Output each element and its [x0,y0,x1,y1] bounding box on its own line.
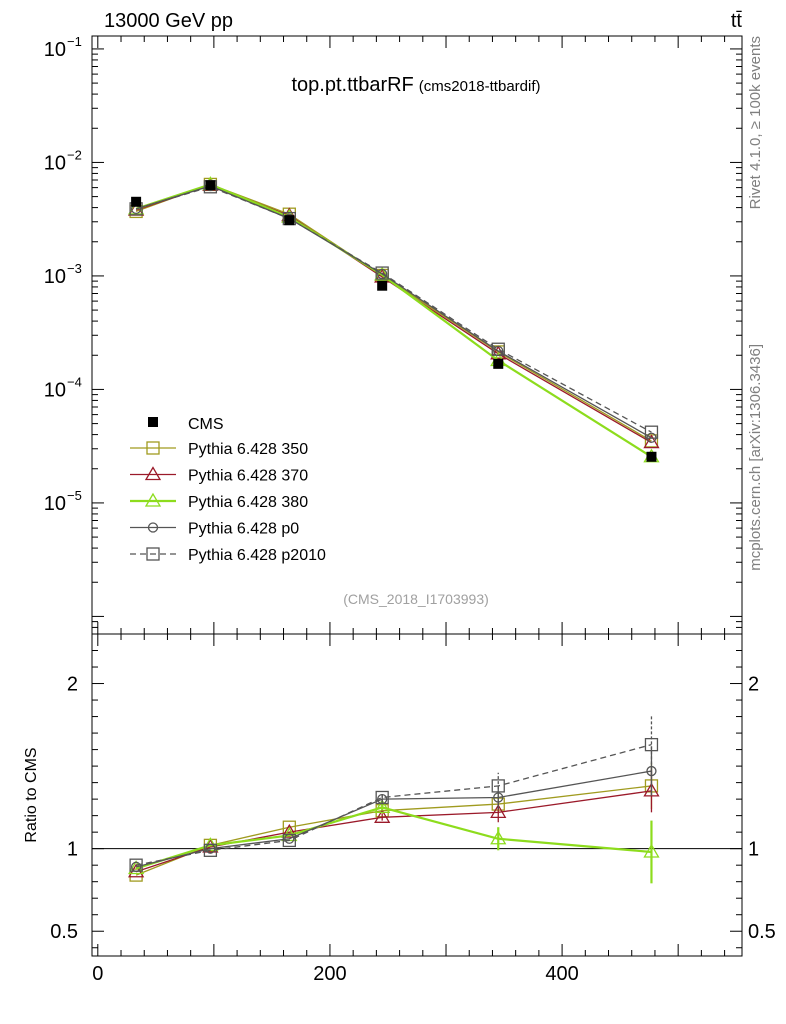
legend-label: Pythia 6.428 370 [188,468,308,485]
y-tick-exponent: −4 [67,374,82,389]
main-series-group [127,176,660,463]
title-text: top.pt.ttbarRF [292,74,414,96]
series-point-ratio [375,790,389,805]
series-line-ratio [135,790,652,873]
legend-marker [147,522,159,533]
series-line-ratio [135,806,652,870]
ratio-y-tick-label: 2 [67,674,78,696]
data-point [131,196,142,207]
series-point-ratio [281,823,298,838]
series-line-main [135,184,652,444]
ratio-axis-label: Ratio to CMS [23,747,40,842]
series-point-ratio [203,843,218,857]
x-tick-label: 0 [92,963,103,985]
ratio-y-tick-label: 0.5 [748,921,776,943]
y-tick-label: 10 [44,152,66,174]
ratio-y-tick-label: 1 [748,839,759,861]
process-label: tt̄ [731,10,743,32]
series-point-ratio [282,833,296,848]
series-point-main [643,434,660,449]
series-point-ratio [282,820,296,834]
series-line-ratio [135,770,652,868]
subtitle-text: (cms2018-ttbardif) [419,78,541,95]
legend-label: Pythia 6.428 380 [188,494,308,511]
y-tick-exponent: −5 [67,488,82,503]
series-point-ratio [490,804,507,818]
plot-title: top.pt.ttbarRF (cms2018-ttbardif) [292,74,541,96]
series-line-main [135,183,652,442]
data-point [493,358,504,369]
y-tick-exponent: −2 [67,147,82,162]
ratio-series-group [127,714,660,884]
legend-label: Pythia 6.428 p2010 [188,547,326,564]
legend-marker [146,547,160,561]
ratio-panel-frame [91,633,743,957]
ratio-y-tick-label: 1 [67,839,78,861]
legend-label: CMS [188,416,224,433]
series-point-ratio [374,809,391,823]
series-point-main [644,425,659,439]
main-panel-frame [91,35,743,635]
ratio-y-tick-label: 2 [748,674,759,696]
x-tick-label: 400 [545,963,578,985]
y-tick-label: 10 [44,379,66,401]
analysis-label: (CMS_2018_I1703993) [343,591,489,607]
x-tick-label: 200 [313,963,346,985]
ratio-y-tick-label: 0.5 [50,921,78,943]
data-point [205,180,216,191]
data-point [284,215,295,226]
series-point-main [491,342,505,356]
legend-label: Pythia 6.428 p0 [188,521,299,538]
series-point-main [374,266,391,281]
series-point-ratio [643,843,660,858]
legend-marker-data [148,417,158,427]
legend-label: Pythia 6.428 350 [188,441,308,458]
series-line-main [135,186,652,433]
series-point-ratio [490,830,507,845]
series-point-ratio [374,799,391,814]
series-line-ratio [135,744,652,866]
legend-marker [144,466,162,481]
axis-ticks [92,36,742,956]
series-point-ratio [491,779,505,793]
series-line-main [135,185,652,439]
series-point-ratio [643,782,660,797]
series-point-main [375,266,389,280]
y-tick-label: 10 [44,493,66,515]
data-point [646,451,657,462]
legend-marker [144,492,162,507]
series-point-ratio [129,858,143,872]
series-point-ratio [644,737,659,752]
legend: CMS Pythia 6.428 350 Pythia 6.428 370 Pythi… [130,416,326,564]
series-point-ratio [127,860,145,875]
mcplots-label: mcplots.cern.ch [arXiv:1306.3436] [747,344,764,571]
data-point [377,280,388,291]
y-tick-exponent: −3 [67,261,82,276]
y-tick-label: 10 [44,39,66,61]
legend-marker [146,441,160,455]
energy-label: 13000 GeV pp [104,10,233,32]
y-tick-exponent: −1 [67,34,82,49]
y-tick-label: 10 [44,266,66,288]
rivet-label: Rivet 4.1.0, ≥ 100k events [747,36,764,209]
